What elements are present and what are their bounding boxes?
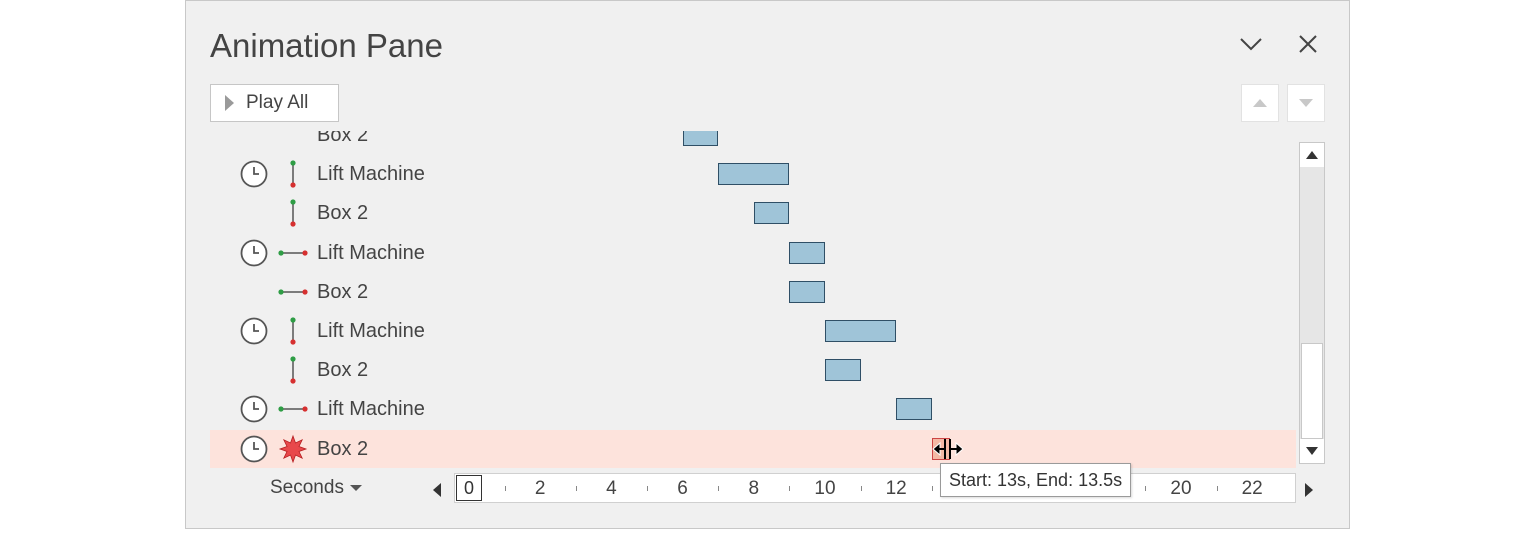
clock-icon <box>240 160 268 188</box>
timing-bar[interactable] <box>682 131 719 146</box>
vertical-motion-path-icon <box>290 160 296 188</box>
animation-row[interactable]: Box 2 <box>210 429 1296 468</box>
scroll-up-icon <box>1306 151 1318 159</box>
timeline-units-label: Seconds <box>270 477 344 498</box>
clock-icon <box>240 435 268 462</box>
play-icon <box>225 95 234 111</box>
timeline-minor-tick <box>575 486 577 491</box>
triangle-down-icon <box>1299 99 1313 107</box>
animation-row-label: Box 2 <box>317 131 369 146</box>
timeline-minor-tick <box>1145 486 1147 491</box>
vertical-motion-path-icon <box>290 356 296 384</box>
vertical-scrollbar[interactable] <box>1299 142 1325 464</box>
chevron-down-icon[interactable] <box>1236 29 1266 59</box>
animation-pane: Animation Pane Play All Box 2 Lift Machin… <box>185 0 1350 529</box>
horizontal-motion-path-icon <box>278 406 308 412</box>
timeline-scroll-left-icon[interactable] <box>430 481 444 499</box>
move-down-button[interactable] <box>1287 84 1325 122</box>
move-up-button[interactable] <box>1241 84 1279 122</box>
animation-row-label: Lift Machine <box>317 241 425 264</box>
timeline-minor-tick <box>931 486 933 491</box>
triangle-up-icon <box>1253 99 1267 107</box>
animation-list: Box 2 Lift Machine Box 2 Lift Machine Box 2 L… <box>210 131 1296 468</box>
timeline-tick-label: 20 <box>1170 478 1192 499</box>
vertical-motion-path-icon <box>290 317 296 345</box>
timing-bar[interactable] <box>896 398 932 421</box>
animation-row-label: Box 2 <box>317 280 369 303</box>
animation-row[interactable]: Lift Machine <box>210 390 1296 428</box>
timing-bar[interactable] <box>825 320 897 342</box>
clock-icon <box>240 395 268 423</box>
clock-icon <box>240 239 268 266</box>
play-all-button[interactable]: Play All <box>210 84 339 122</box>
horizontal-motion-path-icon <box>278 289 308 295</box>
animation-row[interactable]: Box 2 <box>210 351 1296 389</box>
timeline-zero-marker: 0 <box>456 475 482 501</box>
animation-row-label: Lift Machine <box>317 320 425 342</box>
timeline-tick-label: 4 <box>606 478 617 499</box>
animation-row[interactable]: Box 2 <box>210 131 1296 154</box>
timeline-minor-tick <box>647 486 648 491</box>
clock-icon <box>240 317 268 345</box>
timing-bar[interactable] <box>789 280 825 303</box>
animation-row-label: Box 2 <box>317 202 369 225</box>
timing-bar[interactable] <box>789 241 825 264</box>
vertical-motion-path-icon <box>290 199 296 227</box>
animation-row[interactable]: Lift Machine <box>210 312 1296 350</box>
caret-down-icon <box>349 485 362 491</box>
scroll-down-icon <box>1306 447 1318 455</box>
scroll-up-button[interactable] <box>1300 143 1324 167</box>
horizontal-motion-path-icon <box>278 249 308 256</box>
close-icon[interactable] <box>1293 29 1323 59</box>
timeline-tick-label: 22 <box>1241 478 1263 499</box>
timeline-tick-label: 2 <box>534 478 546 499</box>
animation-row-label: Box 2 <box>317 359 369 382</box>
timeline-minor-tick <box>718 486 720 491</box>
animation-row[interactable]: Box 2 <box>210 194 1296 232</box>
timeline-tick-label: 8 <box>748 478 760 499</box>
scrollbar-thumb[interactable] <box>1301 343 1323 439</box>
animation-row[interactable]: Lift Machine <box>210 234 1296 272</box>
timing-bar[interactable] <box>718 163 790 186</box>
play-all-label: Play All <box>246 92 309 113</box>
timeline-units-dropdown[interactable]: Seconds <box>270 477 362 499</box>
pane-title: Animation Pane <box>210 27 443 64</box>
timeline-scroll-right-icon[interactable] <box>1302 481 1316 499</box>
timeline-minor-tick <box>860 486 862 491</box>
timeline-ruler[interactable]: 0 2 4 6 8 10 12 20 22 <box>454 473 1296 503</box>
timing-tooltip: Start: 13s, End: 13.5s <box>940 463 1132 497</box>
timing-bar[interactable] <box>825 359 861 382</box>
animation-row[interactable]: Lift Machine <box>210 155 1296 193</box>
animation-row-label: Lift Machine <box>317 398 425 421</box>
timeline-tick-label: 12 <box>885 478 907 499</box>
resize-cursor-icon <box>932 439 964 459</box>
timeline-tick-label: 10 <box>814 478 836 499</box>
animation-row-label: Lift Machine <box>317 163 425 186</box>
timeline-minor-tick <box>789 486 791 491</box>
exit-burst-icon <box>278 434 308 463</box>
timeline-tick-label: 6 <box>677 478 688 499</box>
timeline-minor-tick <box>504 486 506 491</box>
timing-bar[interactable] <box>753 202 790 225</box>
animation-row-label: Box 2 <box>317 437 369 460</box>
timeline-minor-tick <box>1216 486 1218 491</box>
animation-row[interactable]: Box 2 <box>210 273 1296 311</box>
scroll-down-button[interactable] <box>1300 439 1324 463</box>
